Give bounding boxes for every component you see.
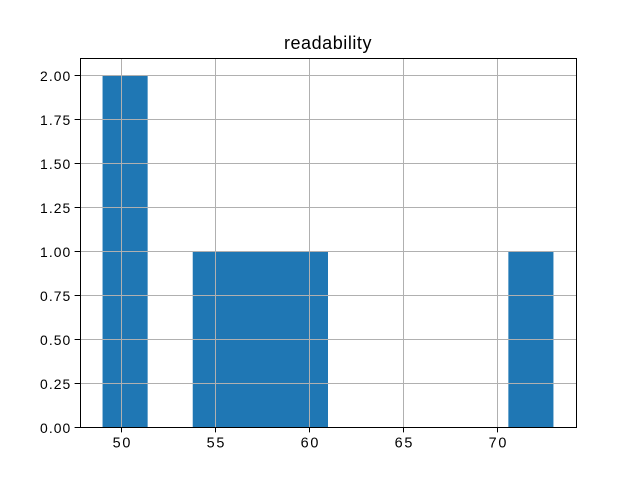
svg-text:1.00: 1.00: [40, 244, 71, 260]
svg-text:0.00: 0.00: [40, 420, 71, 436]
svg-text:0.50: 0.50: [40, 332, 71, 348]
svg-text:65: 65: [395, 436, 415, 452]
svg-text:55: 55: [207, 436, 227, 452]
svg-text:readability: readability: [284, 33, 372, 53]
svg-text:1.75: 1.75: [40, 112, 71, 128]
svg-text:60: 60: [301, 436, 321, 452]
svg-text:2.00: 2.00: [40, 68, 71, 84]
svg-text:0.25: 0.25: [40, 376, 71, 392]
svg-text:1.25: 1.25: [40, 200, 71, 216]
svg-text:70: 70: [489, 436, 509, 452]
svg-text:0.75: 0.75: [40, 288, 71, 304]
svg-text:1.50: 1.50: [40, 156, 71, 172]
svg-text:50: 50: [113, 436, 133, 452]
